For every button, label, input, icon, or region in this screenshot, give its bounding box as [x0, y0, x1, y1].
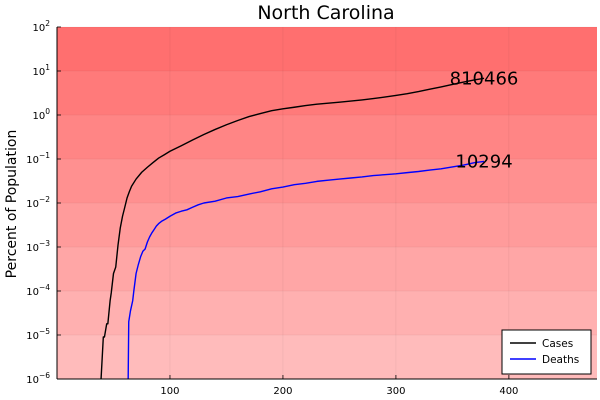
y-tick-label: 102: [32, 19, 50, 34]
annotations: 810466 10294: [450, 68, 519, 172]
y-tick-label: 10−3: [26, 239, 50, 254]
annotation-deaths: 10294: [455, 151, 512, 172]
annotation-cases: 810466: [450, 68, 519, 89]
x-tick-label: 300: [386, 386, 405, 397]
chart-title: North Carolina: [257, 2, 394, 24]
y-tick-label: 100: [32, 107, 50, 122]
legend: Cases Deaths: [501, 329, 592, 375]
x-tick-label: 100: [160, 386, 179, 397]
y-axis-label: Percent of Population: [4, 130, 20, 279]
axes: [56, 26, 597, 380]
legend-label-cases: Cases: [542, 338, 573, 350]
background-band: [57, 247, 597, 291]
y-tick-label: 10−2: [26, 195, 50, 210]
background-band: [57, 291, 597, 335]
y-tick-label: 10−6: [26, 371, 50, 386]
y-tick-label: 101: [32, 63, 50, 78]
x-tick-label: 200: [273, 386, 292, 397]
y-tick-label: 10−1: [26, 151, 50, 166]
y-tick-label: 10−5: [26, 327, 50, 342]
background-band: [57, 71, 597, 115]
background-band: [57, 115, 597, 159]
background-band: [57, 27, 597, 71]
tick-labels: 100 200 300 400 10−6 10−5 10−4 10−3 10−2 10−1 100 1…: [26, 19, 518, 397]
background-band: [57, 203, 597, 247]
legend-label-deaths: Deaths: [542, 354, 579, 366]
x-tick-label: 400: [499, 386, 518, 397]
y-tick-label: 10−4: [26, 283, 50, 298]
series-line-cases: [100, 77, 485, 380]
series-line-deaths: [127, 160, 485, 380]
series-layer: [100, 77, 485, 380]
legend-box: [501, 329, 592, 375]
